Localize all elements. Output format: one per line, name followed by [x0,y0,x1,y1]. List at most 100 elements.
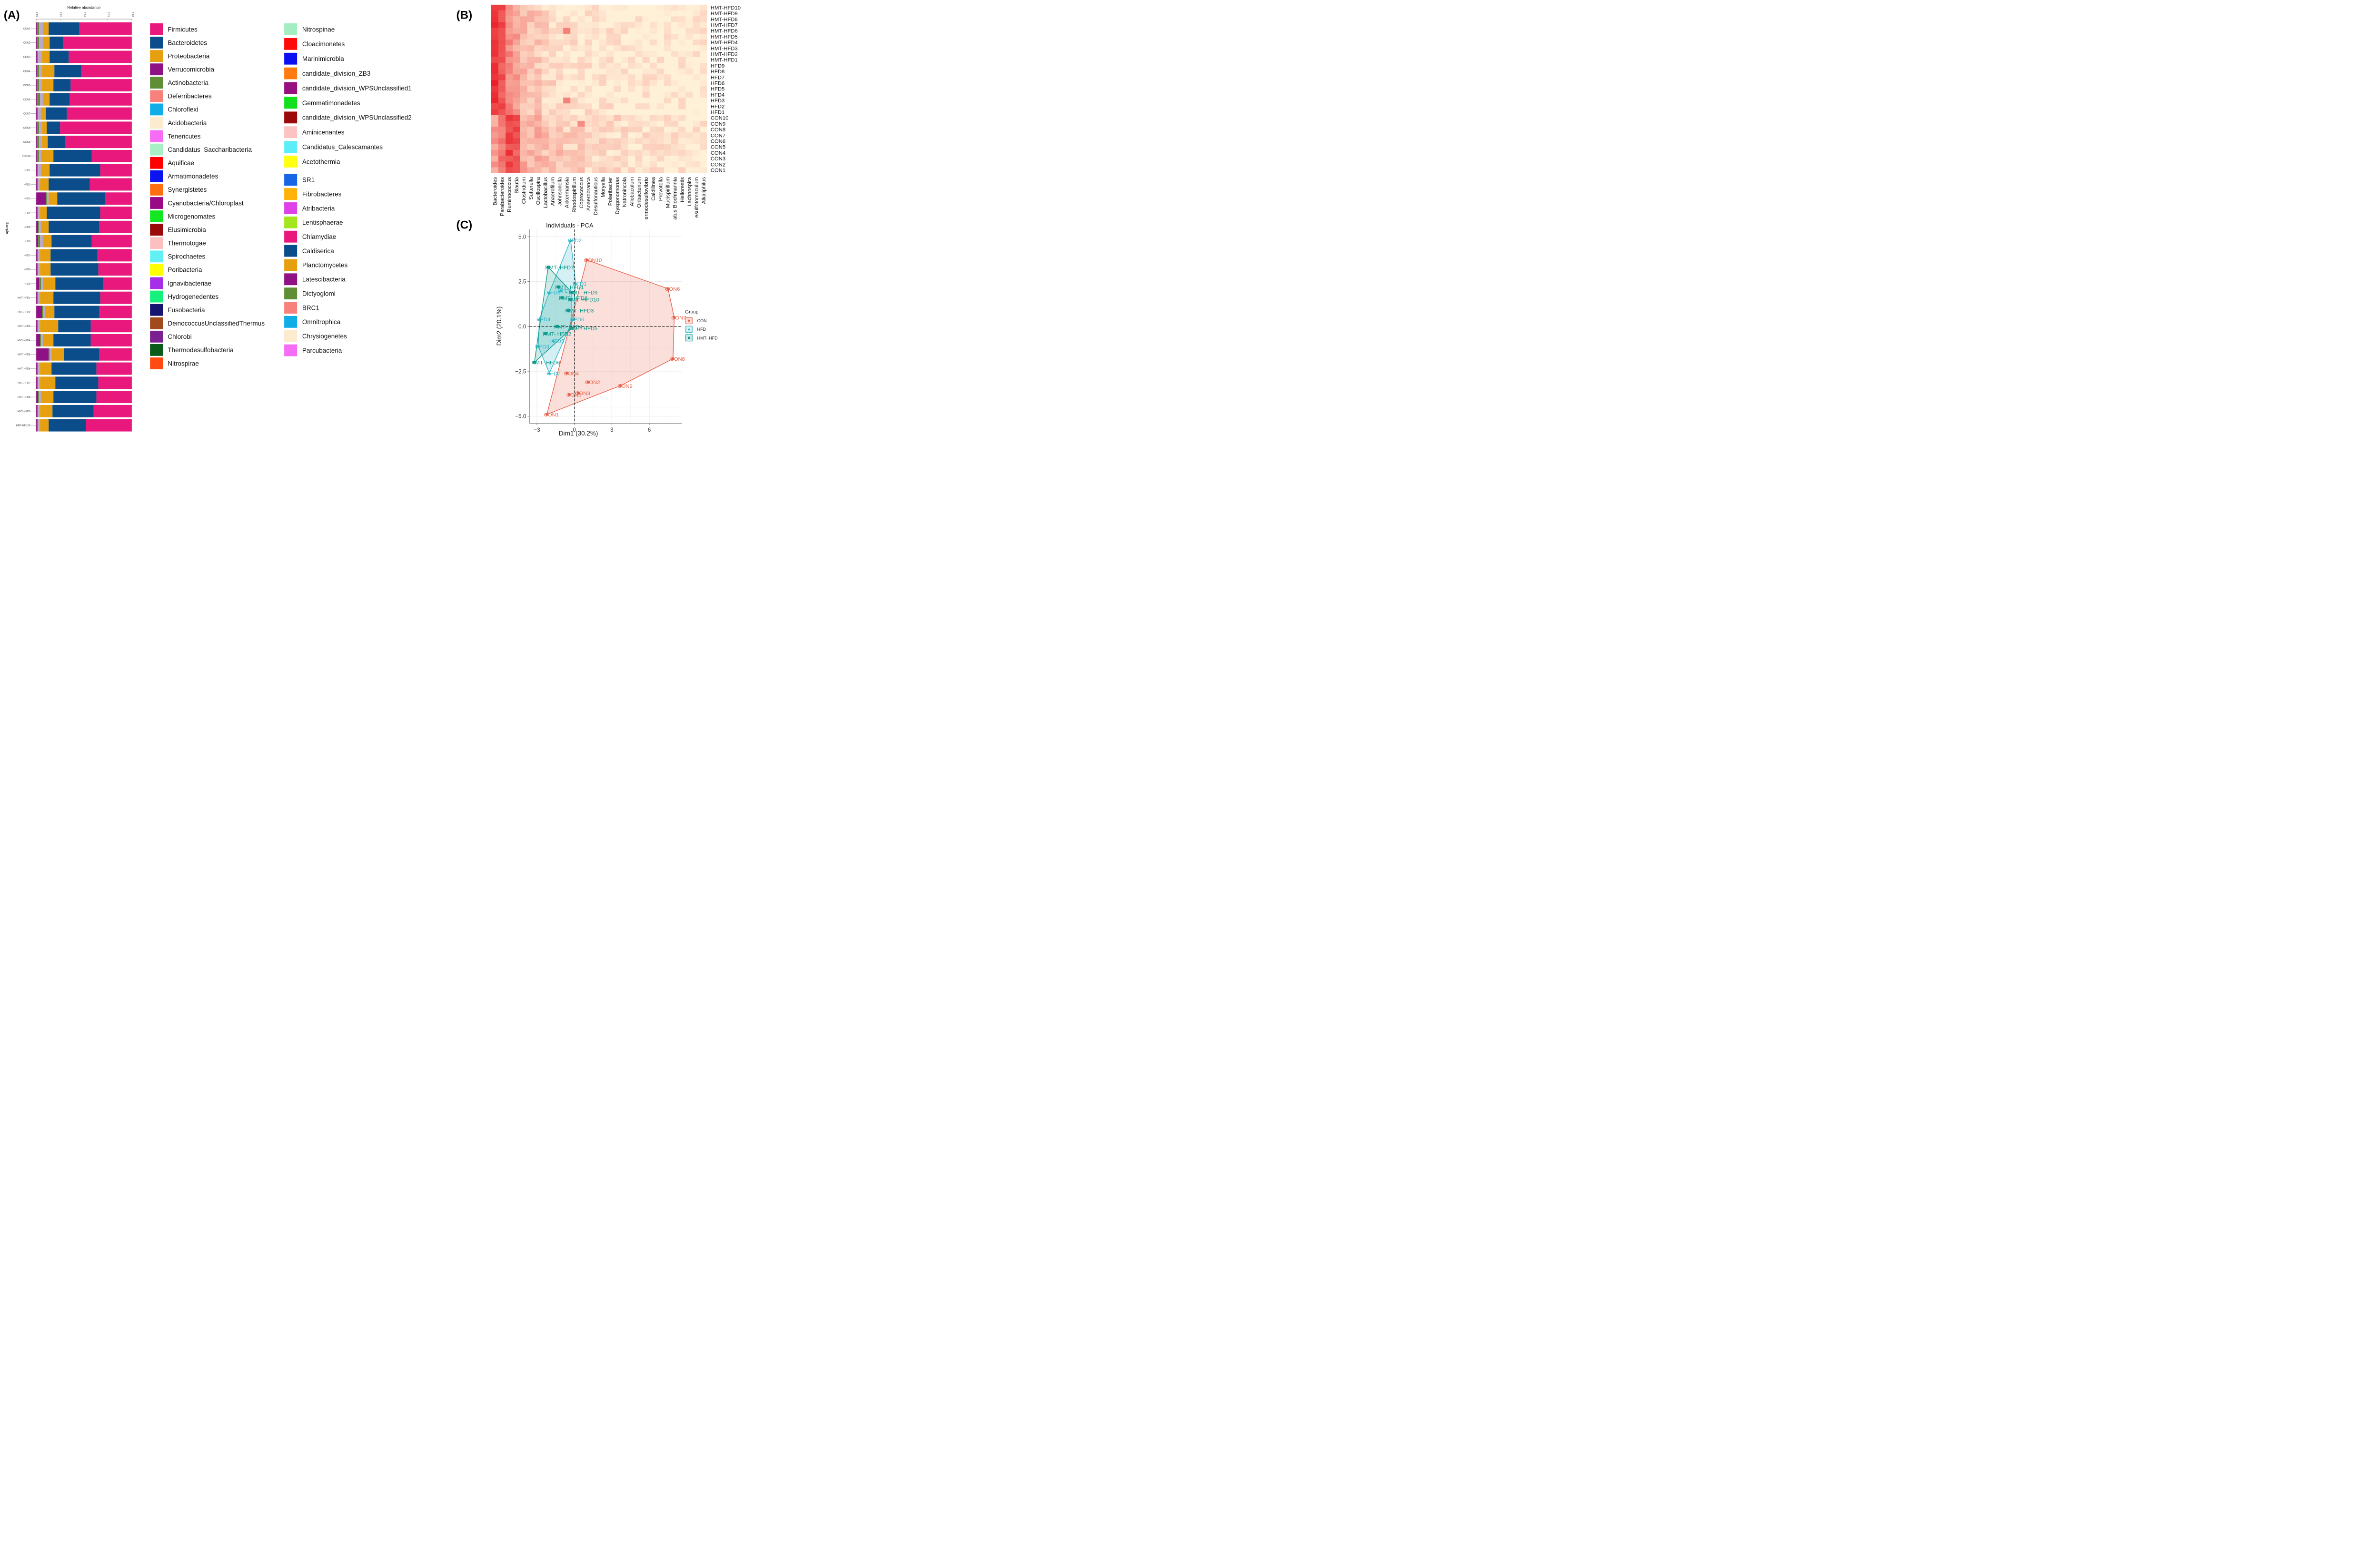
bar-segment [37,107,39,120]
legend-label: Fusobacteria [168,306,205,314]
heatmap-cell [592,144,599,150]
heatmap-cell [498,167,506,173]
point-label: CON4 [564,371,579,376]
legend-label: SR1 [302,177,315,184]
heatmap-cell [664,138,672,144]
heatmap-cell [614,109,621,115]
heatmap-cell [656,33,664,40]
heatmap-cell [628,161,635,168]
legend-swatch [284,38,298,50]
heatmap-cell [693,57,700,63]
heatmap-cell [563,74,571,80]
legend-swatch [284,230,298,243]
data-point [568,393,571,396]
heatmap-cell [570,161,578,168]
legend-swatch [150,330,163,343]
heatmap-cell [548,80,556,86]
heatmap-cell [541,57,549,63]
legend-label: Chlamydiae [302,233,336,240]
heatmap-cell [491,138,499,144]
heatmap-cell [577,156,585,162]
heatmap-cell [548,98,556,104]
heatmap-cell [491,33,499,40]
heatmap-cell [577,109,585,115]
heatmap-cell [498,57,506,63]
bar-segment [65,136,132,148]
point-label: HMT- HFD5 [569,326,597,332]
legend-label: Bacteroidetes [168,39,207,46]
heatmap-cell [700,127,707,133]
heatmap-row-label: CON5 [711,145,725,150]
heatmap-cell [678,127,686,133]
heatmap-cell [642,45,650,51]
pca-y-axis-title: Dim2 (20.1%) [496,306,503,346]
bar-segment [63,36,132,49]
heatmap-cell [577,80,585,86]
heatmap-cell [635,115,643,121]
heatmap-cell [700,33,707,40]
heatmap-row-label: CON2 [711,162,725,168]
heatmap-cell [520,74,527,80]
heatmap-cell [592,57,599,63]
heatmap-cell [520,4,527,11]
heatmap-cell [671,103,679,109]
heatmap-cell [491,80,499,86]
heatmap-cell [570,132,578,138]
heatmap-cell [693,115,700,121]
heatmap-cell [649,132,657,138]
sample-label: HMT-HFD4 [18,339,30,342]
bar-segment [50,263,99,276]
heatmap-cell [606,98,614,104]
heatmap-row-label: CON7 [711,133,725,138]
heatmap-cell [621,51,628,57]
heatmap-cell [700,4,707,11]
heatmap-cell [628,51,635,57]
heatmap-cell [628,98,635,104]
heatmap-cell [693,74,700,80]
heatmap-cell [649,120,657,127]
bar-segment [86,419,132,432]
heatmap-column-label: Ruminococcus [507,177,513,212]
heatmap-cell [498,127,506,133]
point-label: CON10 [584,258,602,264]
heatmap-cell [556,51,564,57]
heatmap-cell [563,144,571,150]
heatmap-cell [621,98,628,104]
bar-segment [37,50,39,63]
heatmap-cell [621,22,628,28]
bar-segment [54,306,99,318]
heatmap-cell [599,86,607,92]
heatmap-cell [585,80,592,86]
heatmap-cell [498,62,506,69]
legend-label: Cloacimonetes [302,40,345,48]
x-tick-label: 0.25 [59,12,62,17]
heatmap-cell [606,69,614,75]
bar-segment [39,65,42,78]
heatmap-cell [556,10,564,17]
heatmap-cell [541,156,549,162]
data-point [546,266,550,269]
bar-segment [37,178,39,191]
heatmap-cell [693,127,700,133]
point-label: HMT- HFD2 [543,331,571,337]
heatmap-cell [621,74,628,80]
heatmap-cell [606,144,614,150]
heatmap-cell [498,156,506,162]
heatmap-cell [700,62,707,69]
legend-label: Thermotogae [168,240,206,247]
heatmap-cell [520,115,527,121]
heatmap-cell [534,22,542,28]
heatmap-cell [621,156,628,162]
heatmap-cell [585,156,592,162]
point-label: CON9 [617,384,632,389]
heatmap-cell [520,91,527,98]
heatmap-cell [527,156,535,162]
legend-label: Synergistetes [168,186,207,193]
heatmap-cell [506,98,513,104]
heatmap-cell [693,91,700,98]
heatmap-cell [642,127,650,133]
heatmap-cell [585,132,592,138]
heatmap-cell [649,62,657,69]
heatmap-cell [498,80,506,86]
heatmap-cell [585,57,592,63]
